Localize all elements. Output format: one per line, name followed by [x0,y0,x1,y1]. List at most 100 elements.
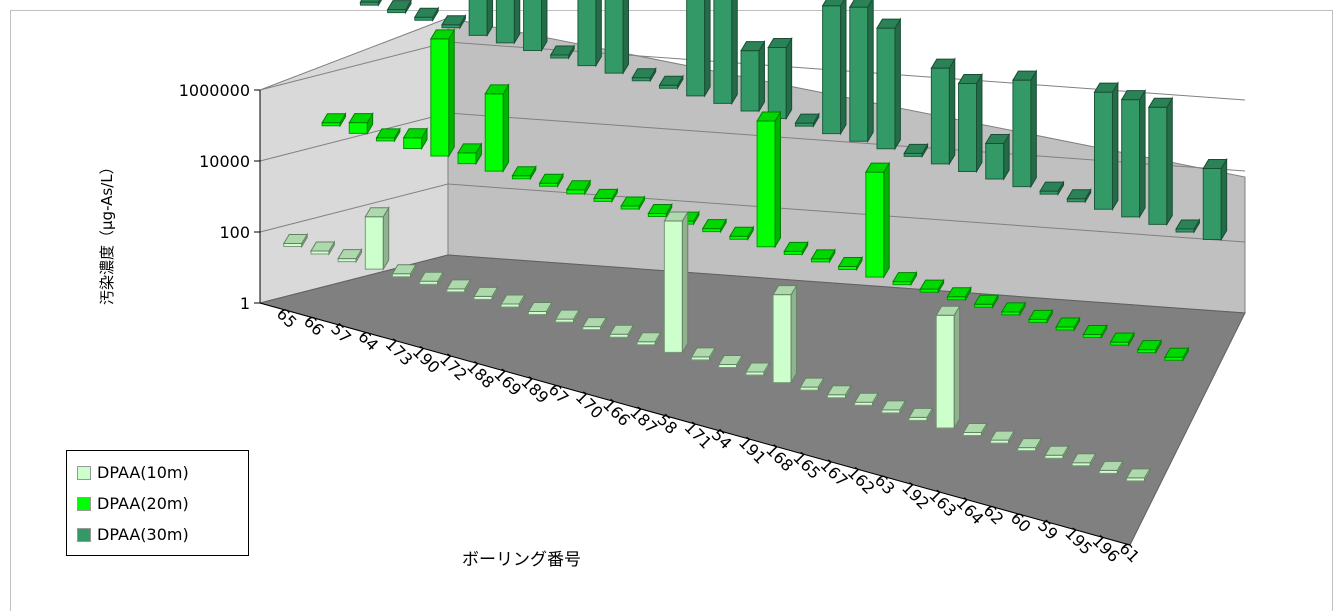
bar-side [704,0,711,98]
legend-item: DPAA(20m) [77,488,238,519]
bar-side [486,0,494,38]
bar-top [767,38,793,49]
bar-top [1125,468,1151,479]
bar-front [1202,168,1222,241]
bar-top [848,0,873,8]
bar-front [577,0,597,67]
bar-top [837,256,863,267]
bar-top [821,0,845,7]
bar-front [663,220,683,353]
bar-front [822,5,842,135]
bar-top [348,113,374,124]
x-axis-title: ボーリング番号 [462,550,581,570]
bar-front [1012,79,1032,188]
bar-top [413,7,440,18]
bar-top [745,362,771,373]
bar-top [364,207,390,218]
bar-front [1093,91,1113,210]
bar-front [772,294,792,384]
bar-top [946,287,972,298]
bar-top [337,249,363,260]
legend-swatch-10m [77,465,91,480]
bar-top [321,113,347,124]
bar-top [386,0,412,11]
x-tick-label: 61 [1116,539,1144,567]
x-axis-line [259,302,1131,546]
bar-front [468,0,488,36]
bar-top [1016,438,1043,449]
bar-top [1120,90,1146,101]
bar-front [985,143,1005,180]
bar-top [729,226,755,237]
bar-side [1111,81,1119,212]
bar-top [903,143,929,154]
bar-side [976,72,983,174]
bar-side [541,0,548,53]
bar-side [1220,157,1228,242]
chart-frame [10,10,1333,611]
bar-top [375,128,401,139]
bar-top [1147,97,1174,108]
bar-top [772,285,798,296]
bar-top [783,241,809,252]
bar-front [348,122,368,134]
bar-top [935,305,961,316]
bar-top [446,279,472,290]
bar-front [930,67,950,165]
bar-top [663,211,689,222]
bar-top [457,143,483,154]
bar-top [647,204,673,215]
bar-top [636,332,662,343]
bar-side [731,0,738,106]
bar-top [1164,347,1190,358]
bar-top [1175,219,1201,230]
bar-side [948,57,956,166]
bar-side [790,283,798,385]
bar-side [758,39,765,113]
bar-top [881,400,907,411]
bar-top [930,58,956,69]
bar-side [785,36,793,121]
bar-top [1202,159,1228,170]
bar-top [631,68,657,79]
bar-front [767,47,787,120]
y-tick-label: 10000 [199,152,250,171]
bar-top [892,272,918,283]
bar-top [484,84,510,95]
bar-top [756,111,782,122]
bar-side [1030,69,1037,189]
bar-top [864,162,891,173]
bar-top [1012,70,1038,81]
legend: DPAA(10m) DPAA(20m) DPAA(30m) [66,450,249,556]
bar-top [984,134,1011,145]
bar-top [957,74,983,85]
bar-top [538,173,564,184]
bar-side [1166,96,1173,227]
bar-front [604,0,624,74]
bar-front [1121,99,1141,218]
bar-front [876,27,896,150]
bar-front [523,0,543,51]
bar-side [894,17,901,151]
bar-front [484,93,504,172]
bar-top [282,233,309,244]
bar-top [593,188,619,199]
bar-top [1093,82,1119,93]
bar-top [500,294,526,305]
legend-label: DPAA(10m) [97,463,189,482]
bar-top [1000,302,1027,313]
bar-front [457,152,477,165]
bar-side [840,0,847,136]
bar-top [826,385,852,396]
bar-front [740,50,760,112]
bar-top [418,271,444,282]
bar-top [402,128,428,139]
bar-top [473,286,499,297]
bar-front [566,189,586,195]
bar-side [681,210,689,355]
bar-front [713,0,733,104]
bar-top [554,309,580,320]
bar-side [382,205,390,271]
bar-top [658,75,684,86]
